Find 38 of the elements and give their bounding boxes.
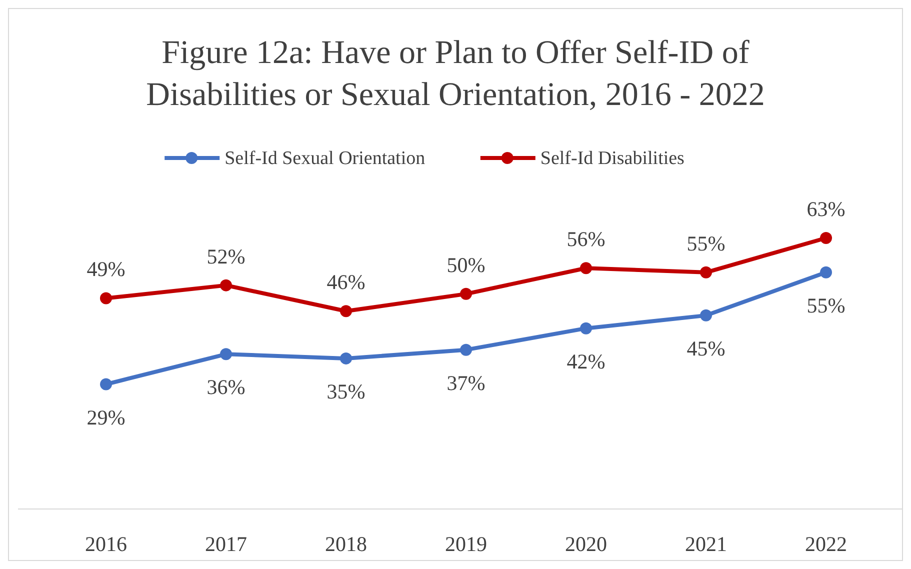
data-label: 46% [326,270,366,294]
data-label: 42% [566,349,606,374]
point [100,292,112,304]
point [460,288,472,300]
point [820,266,832,278]
data-label: 45% [686,336,726,360]
x-tick-label: 2021 [685,532,727,556]
data-label: 56% [566,227,606,252]
data-label: 36% [206,375,246,400]
data-label: 49% [86,257,126,282]
point [820,232,832,244]
point [580,262,592,274]
data-label: 29% [86,405,126,430]
point [100,378,112,390]
point [460,344,472,356]
x-tick-label: 2017 [205,532,247,556]
data-label: 52% [206,244,246,268]
point [220,348,232,360]
data-label: 35% [326,379,366,404]
legend-label: Self-Id Sexual Orientation [224,148,426,169]
point [580,322,592,334]
point [220,279,232,292]
data-label: 50% [446,252,486,277]
chart-title: Figure 12a: Have or Plan to Offer Self-ID of Disabilities or Sexual Orientation, 2016 - 2022 [146,35,765,113]
data-label: 55% [806,293,846,318]
x-tick-label: 2018 [325,532,367,556]
point [340,352,352,364]
x-tick-label: 2016 [85,532,127,556]
x-tick-label: 2020 [565,532,607,556]
data-label: 37% [446,370,486,395]
data-label: 55% [686,231,726,256]
x-tick-label: 2019 [445,532,487,556]
point [700,309,712,322]
data-label: 63% [806,197,846,221]
x-tick-label: 2022 [805,532,847,556]
point [340,305,352,318]
legend-label: Self-Id Disabilities [540,148,684,169]
point [700,266,712,278]
